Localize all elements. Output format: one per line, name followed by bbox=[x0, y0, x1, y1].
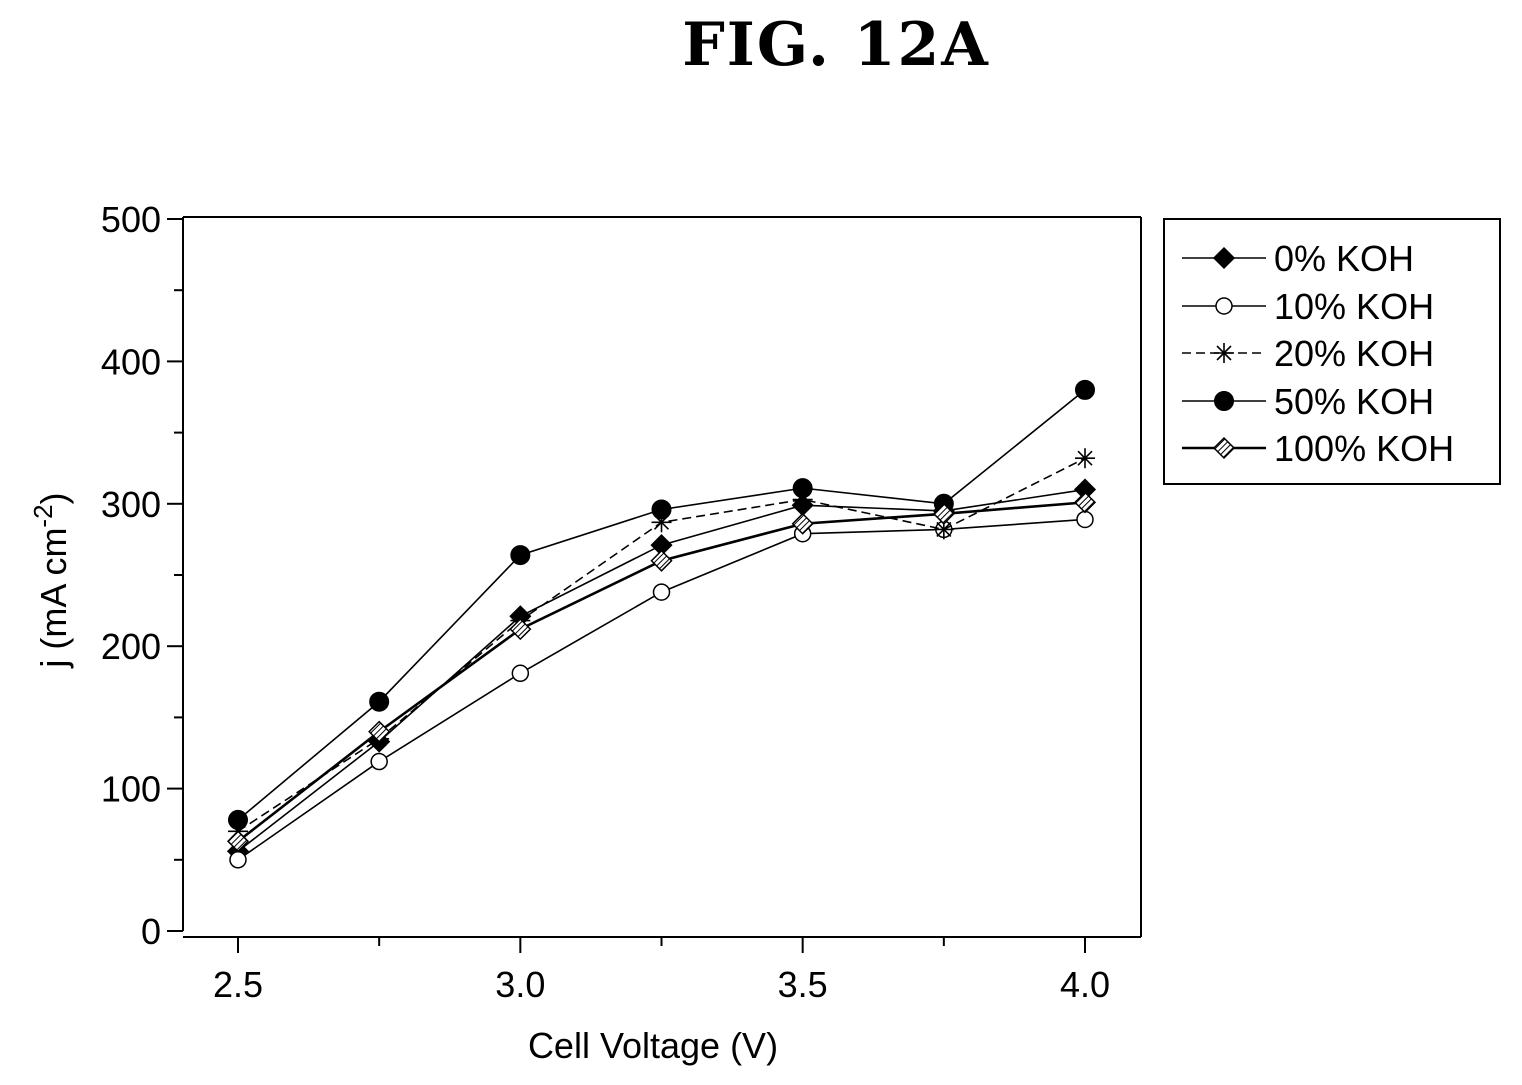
hatched-diamond-marker bbox=[650, 549, 673, 572]
filled-circle-marker bbox=[792, 478, 813, 499]
open-circle-marker bbox=[370, 752, 388, 771]
filled-circle-marker bbox=[228, 809, 248, 830]
y-tick-label: 400 bbox=[101, 341, 161, 382]
data-point bbox=[1073, 491, 1097, 514]
data-point bbox=[510, 545, 531, 566]
asterisk-stroke bbox=[1077, 450, 1093, 466]
y-axis-title: j (mA cm-2) bbox=[28, 492, 74, 668]
y-tick-label: 200 bbox=[101, 626, 161, 667]
data-point bbox=[369, 691, 390, 712]
filled-circle-marker bbox=[510, 545, 531, 566]
hatched-diamond-marker bbox=[1073, 491, 1097, 514]
data-point bbox=[1076, 510, 1094, 529]
data-point bbox=[651, 499, 672, 520]
diamond-marker bbox=[1212, 246, 1236, 270]
hatched-diamond-marker bbox=[932, 502, 955, 525]
open-circle-marker bbox=[1076, 510, 1094, 529]
legend-label: 20% KOH bbox=[1274, 333, 1434, 374]
y-tick-label: 300 bbox=[101, 484, 161, 525]
filled-circle-marker bbox=[651, 499, 672, 520]
hatched-diamond-marker bbox=[226, 830, 250, 853]
legend-label: 50% KOH bbox=[1274, 381, 1434, 422]
legend: 0% KOH 10% KOH 20% KOH 50% KOH 100% KOH bbox=[1163, 218, 1501, 485]
data-point bbox=[509, 618, 532, 641]
data-point bbox=[1215, 297, 1233, 315]
data-point bbox=[1212, 436, 1236, 460]
y-axis-title-close: ) bbox=[33, 492, 74, 504]
series-line bbox=[237, 389, 1086, 821]
legend-item: 20% KOH bbox=[1182, 333, 1434, 374]
data-point bbox=[1075, 448, 1095, 469]
data-point bbox=[511, 664, 530, 683]
data-point bbox=[652, 583, 671, 601]
asterisk-stroke bbox=[1216, 345, 1232, 361]
y-tick-label: 0 bbox=[141, 911, 161, 952]
data-point bbox=[1214, 391, 1234, 411]
legend-item: 100% KOH bbox=[1182, 428, 1454, 469]
x-tick-label: 3.5 bbox=[778, 964, 828, 1005]
legend-label: 0% KOH bbox=[1274, 238, 1414, 279]
y-axis-title-main: j (mA cm bbox=[33, 528, 74, 669]
y-tick-label: 500 bbox=[101, 199, 161, 240]
legend-item: 50% KOH bbox=[1182, 381, 1434, 422]
series-0-koh bbox=[226, 478, 1097, 863]
hatched-diamond-marker bbox=[1212, 436, 1236, 460]
data-point bbox=[229, 851, 247, 869]
data-point bbox=[791, 512, 814, 535]
data-point bbox=[228, 809, 248, 830]
open-circle-marker bbox=[1215, 297, 1233, 315]
series-group bbox=[226, 379, 1097, 869]
data-point bbox=[650, 549, 673, 572]
open-circle-marker bbox=[511, 664, 530, 683]
data-point bbox=[370, 752, 388, 771]
legend-label: 100% KOH bbox=[1274, 428, 1454, 469]
asterisk-stroke bbox=[936, 521, 952, 537]
filled-circle-marker bbox=[369, 691, 390, 712]
data-point bbox=[1212, 246, 1236, 270]
series-100-koh bbox=[226, 491, 1097, 853]
filled-circle-marker bbox=[1214, 391, 1234, 411]
x-tick-label: 3.0 bbox=[495, 964, 545, 1005]
x-axis-title: Cell Voltage (V) bbox=[528, 1025, 778, 1066]
open-circle-marker bbox=[652, 583, 671, 601]
x-tick-label: 4.0 bbox=[1060, 964, 1110, 1005]
axes: 0 100 200 300 400 500 2.5 3.0 3.5 4.0 bbox=[101, 199, 1142, 1005]
hatched-diamond-marker bbox=[509, 618, 532, 641]
y-tick-label: 100 bbox=[101, 769, 161, 810]
data-point bbox=[792, 478, 813, 499]
data-point bbox=[1075, 379, 1095, 400]
figure-title: FIG. 12A bbox=[682, 10, 990, 80]
series-50-koh bbox=[228, 379, 1095, 830]
legend-label: 10% KOH bbox=[1274, 286, 1434, 327]
hatched-diamond-marker bbox=[368, 720, 391, 743]
data-point bbox=[368, 720, 391, 743]
open-circle-marker bbox=[229, 851, 247, 869]
legend-item: 10% KOH bbox=[1182, 286, 1434, 327]
filled-circle-marker bbox=[1075, 379, 1095, 400]
data-point bbox=[932, 502, 955, 525]
legend-item: 0% KOH bbox=[1182, 238, 1414, 279]
y-axis-title-exponent: -2 bbox=[28, 504, 58, 527]
x-tick-label: 2.5 bbox=[213, 964, 263, 1005]
hatched-diamond-marker bbox=[791, 512, 814, 535]
data-point bbox=[1214, 343, 1234, 363]
data-point bbox=[226, 830, 250, 853]
